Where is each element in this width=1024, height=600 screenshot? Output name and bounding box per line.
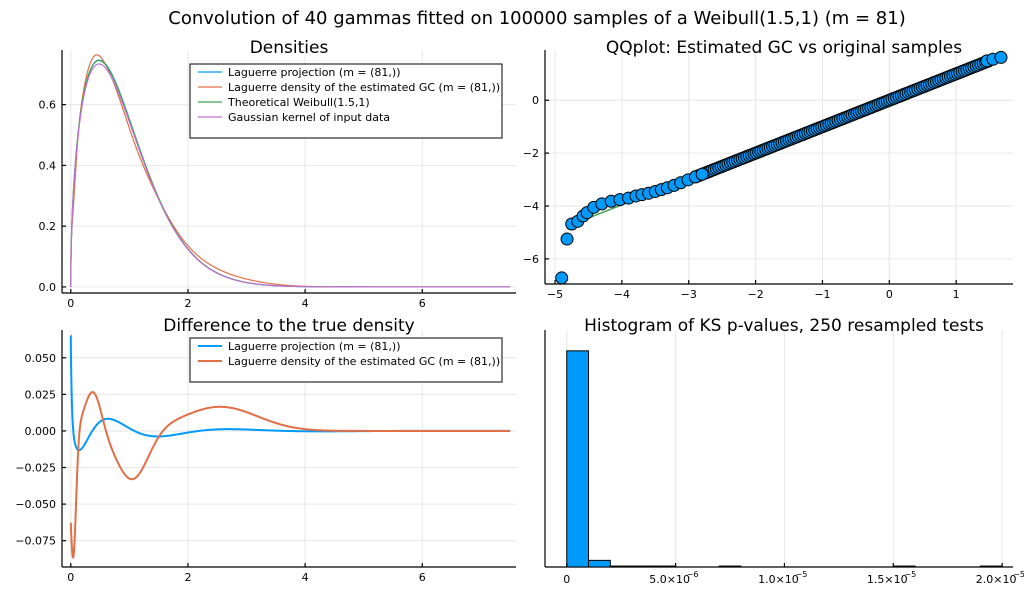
x-tick-label: −5 bbox=[547, 288, 563, 301]
x-tick-label: 1.0×10 bbox=[758, 573, 799, 586]
histogram-bar-7 bbox=[979, 565, 1003, 568]
legend-box bbox=[189, 63, 503, 139]
x-tick-label: 0 bbox=[67, 297, 74, 310]
x-tick-label: 0 bbox=[67, 571, 74, 584]
histogram-bar-5 bbox=[718, 565, 742, 568]
x-tick-label: 0 bbox=[563, 573, 570, 586]
histogram-bar-2 bbox=[609, 565, 633, 568]
legend-label-1: Laguerre density of the estimated GC (m … bbox=[228, 355, 500, 368]
panel-title: Densities bbox=[250, 38, 329, 58]
histogram-bar-0 bbox=[566, 350, 590, 568]
x-tick-exponent: −5 bbox=[904, 570, 916, 579]
x-tick-label: 0 bbox=[886, 288, 893, 301]
y-tick-label: −6 bbox=[523, 253, 539, 266]
x-tick-label: 2 bbox=[184, 297, 191, 310]
y-tick-label: 0.000 bbox=[25, 425, 57, 438]
qq-point-21 bbox=[695, 167, 709, 181]
y-tick-label: 0.4 bbox=[39, 159, 57, 172]
legend-label-2: Theoretical Weibull(1.5,1) bbox=[227, 96, 370, 109]
legend-label-0: Laguerre projection (m = (81,)) bbox=[228, 66, 400, 79]
x-tick-label: 6 bbox=[419, 571, 426, 584]
y-tick-label: 0.0 bbox=[39, 281, 57, 294]
legend-label-3: Gaussian kernel of input data bbox=[228, 111, 390, 124]
x-tick-label: 4 bbox=[302, 571, 309, 584]
x-tick-label: −1 bbox=[814, 288, 830, 301]
qq-point-1 bbox=[560, 232, 574, 246]
legend-label-1: Laguerre density of the estimated GC (m … bbox=[228, 81, 500, 94]
x-tick-label: 2.0×10 bbox=[976, 573, 1017, 586]
x-tick-label: 1.5×10 bbox=[867, 573, 908, 586]
x-tick-exponent: −6 bbox=[687, 570, 699, 579]
series-line-3 bbox=[70, 63, 511, 288]
legend-label-0: Laguerre projection (m = (81,)) bbox=[228, 340, 400, 353]
series-line-1 bbox=[69, 391, 511, 559]
qq-point-0 bbox=[555, 271, 569, 285]
qq-point-24 bbox=[994, 50, 1008, 64]
histogram-bar-4 bbox=[653, 565, 677, 568]
y-tick-label: 0.050 bbox=[25, 352, 57, 365]
x-tick-label: −2 bbox=[747, 288, 763, 301]
x-tick-label: 4 bbox=[302, 297, 309, 310]
legend-box bbox=[189, 337, 503, 383]
panel-title: QQplot: Estimated GC vs original samples bbox=[606, 38, 962, 58]
x-tick-label: −3 bbox=[681, 288, 697, 301]
x-tick-exponent: −5 bbox=[796, 570, 808, 579]
panel-title: Difference to the true density bbox=[163, 316, 414, 336]
difference-panel: 0 2 4 6 0.050 0.025 0.000 −0.025 −0.050 −0.075 Dif… bbox=[15, 316, 516, 584]
y-tick-label: −0.075 bbox=[15, 535, 56, 548]
x-tick-exponent: −5 bbox=[1013, 570, 1024, 579]
y-tick-label: −0.025 bbox=[15, 462, 56, 475]
histogram-bar-6 bbox=[892, 565, 916, 568]
y-tick-label: 0.025 bbox=[25, 388, 57, 401]
y-tick-label: −0.050 bbox=[15, 498, 56, 511]
x-tick-label: −4 bbox=[614, 288, 630, 301]
qqplot-panel: −5 −4 −3 −2 −1 0 1 −6 −4 −2 0 QQplot: Estimated GC … bbox=[523, 38, 1013, 301]
y-tick-label: 0.2 bbox=[39, 220, 57, 233]
y-tick-label: 0.6 bbox=[39, 99, 57, 112]
x-tick-label: 2 bbox=[184, 571, 191, 584]
x-tick-label: 5.0×10 bbox=[649, 573, 690, 586]
figure-suptitle: Convolution of 40 gammas fitted on 10000… bbox=[168, 8, 905, 29]
panel-title: Histogram of KS p-values, 250 resampled … bbox=[584, 316, 984, 336]
y-tick-label: −2 bbox=[523, 147, 539, 160]
x-tick-label: 6 bbox=[419, 297, 426, 310]
y-tick-label: 0 bbox=[532, 94, 539, 107]
densities-panel: 0 2 4 6 0.0 0.2 0.4 0.6 Densities Laguerre projec… bbox=[39, 38, 516, 310]
histogram-bar-3 bbox=[631, 565, 655, 568]
histogram-bar-1 bbox=[588, 559, 611, 568]
y-tick-label: −4 bbox=[523, 200, 539, 213]
ks-histogram-panel: 0 5.0×10−6 1.0×10−5 1.5×10−5 2.0×10−5Histogr… bbox=[544, 316, 1024, 586]
x-tick-label: 1 bbox=[953, 288, 960, 301]
